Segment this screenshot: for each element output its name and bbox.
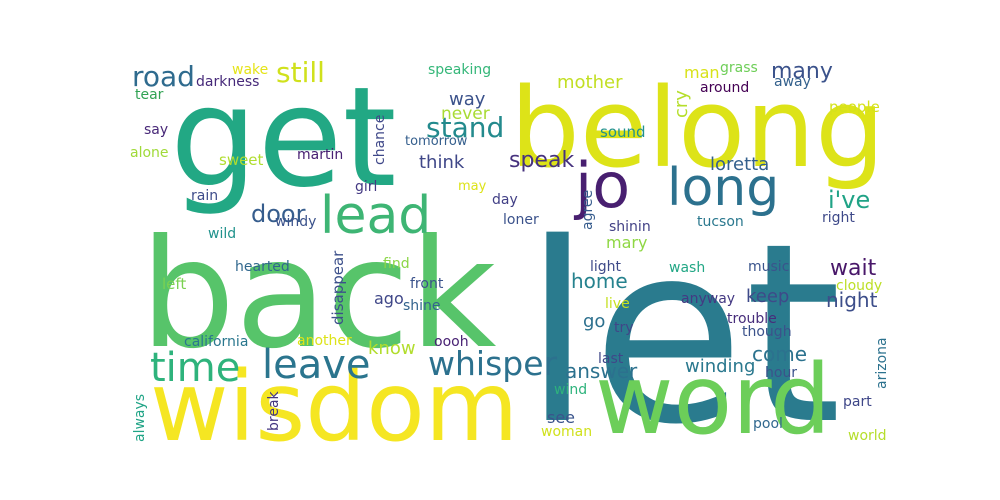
word-day: day xyxy=(492,192,518,208)
word-wind: wind xyxy=(554,382,587,398)
word-girl: girl xyxy=(355,179,377,195)
word-anyway: anyway xyxy=(681,291,735,307)
word-wait: wait xyxy=(830,256,877,281)
word-though: though xyxy=(742,324,792,340)
word-people: people xyxy=(829,98,880,116)
word-left: left xyxy=(162,275,186,293)
word-road: road xyxy=(132,60,195,93)
word-wisdom: wisdom xyxy=(150,351,518,463)
word-hearted: hearted xyxy=(235,259,290,275)
word-leave: leave xyxy=(262,342,371,388)
word-woman: woman xyxy=(541,424,592,440)
word-front: front xyxy=(410,276,444,292)
word-around: around xyxy=(700,80,749,96)
word-night: night xyxy=(826,288,878,312)
word-keep: keep xyxy=(746,286,789,307)
word-way: way xyxy=(449,89,486,110)
word-word: word xyxy=(595,344,831,456)
word-may: may xyxy=(458,179,487,194)
word-darkness: darkness xyxy=(196,74,259,90)
word-let: let xyxy=(523,191,842,479)
word-sweet: sweet xyxy=(219,151,264,169)
word-live: live xyxy=(605,296,630,312)
word-wild: wild xyxy=(208,226,236,242)
word-speaking: speaking xyxy=(428,62,491,78)
word-grass: grass xyxy=(720,60,758,76)
word-time: time xyxy=(150,345,240,391)
word-man: man xyxy=(684,63,720,82)
word-see: see xyxy=(547,408,575,427)
word-back: back xyxy=(140,208,497,382)
word-tomorrow: tomorrow xyxy=(405,134,468,149)
word-world: world xyxy=(848,428,887,444)
word-winding: winding xyxy=(685,356,755,377)
word-tucson: tucson xyxy=(697,214,744,230)
word-i-ve: i've xyxy=(828,186,870,214)
word-shinin: shinin xyxy=(609,219,651,235)
word-get: get xyxy=(170,57,397,218)
word-martin: martin xyxy=(297,147,343,163)
word-right: right xyxy=(822,210,855,226)
word-cry: cry xyxy=(671,90,692,118)
word-always: always xyxy=(132,394,148,442)
word-think: think xyxy=(419,152,465,173)
word-windy: windy xyxy=(275,214,316,230)
word-home: home xyxy=(571,269,628,293)
word-arizona: arizona xyxy=(874,337,890,389)
word-break: break xyxy=(266,390,282,431)
word-mother: mother xyxy=(557,72,623,93)
word-lead: lead xyxy=(320,186,431,246)
word-alone: alone xyxy=(130,145,169,161)
word-sound: sound xyxy=(600,123,646,141)
word-pool: pool xyxy=(753,416,783,432)
word-door: door xyxy=(251,200,306,228)
word-loner: loner xyxy=(503,212,539,228)
word-last: last xyxy=(598,351,624,367)
word-california: california xyxy=(184,334,248,350)
word-loretta: loretta xyxy=(710,154,769,175)
word-wash: wash xyxy=(669,260,705,276)
word-disappear: disappear xyxy=(329,250,347,325)
word-oooh: oooh xyxy=(434,334,469,350)
word-away: away xyxy=(774,74,811,90)
word-hour: hour xyxy=(765,365,797,381)
word-stand: stand xyxy=(426,111,504,144)
word-wake: wake xyxy=(232,62,268,78)
word-rain: rain xyxy=(191,188,218,204)
word-mary: mary xyxy=(606,233,647,252)
word-light: light xyxy=(590,259,622,275)
word-never: never xyxy=(441,104,490,124)
word-another: another xyxy=(297,333,352,349)
word-say: say xyxy=(144,122,168,138)
word-find: find xyxy=(383,256,410,272)
word-ago: ago xyxy=(374,289,404,308)
word-still: still xyxy=(276,56,325,89)
word-tear: tear xyxy=(135,87,164,103)
word-music: music xyxy=(748,259,789,275)
word-belong: belong xyxy=(510,64,885,192)
word-many: many xyxy=(771,59,833,84)
word-try: try xyxy=(614,320,634,336)
word-come: come xyxy=(752,342,807,366)
word-chance: chance xyxy=(372,115,388,165)
word-agree: agree xyxy=(580,190,596,230)
word-speak: speak xyxy=(509,148,574,173)
word-trouble: trouble xyxy=(727,311,777,327)
word-part: part xyxy=(843,394,872,410)
word-cloudy: cloudy xyxy=(836,278,882,294)
word-know: know xyxy=(368,338,416,359)
word-answer: answer xyxy=(565,359,638,383)
word-jo: jo xyxy=(573,149,630,222)
word-shine: shine xyxy=(403,298,441,314)
word-whisper: whisper xyxy=(428,344,558,383)
word-go: go xyxy=(583,311,605,332)
word-long: long xyxy=(667,158,779,218)
